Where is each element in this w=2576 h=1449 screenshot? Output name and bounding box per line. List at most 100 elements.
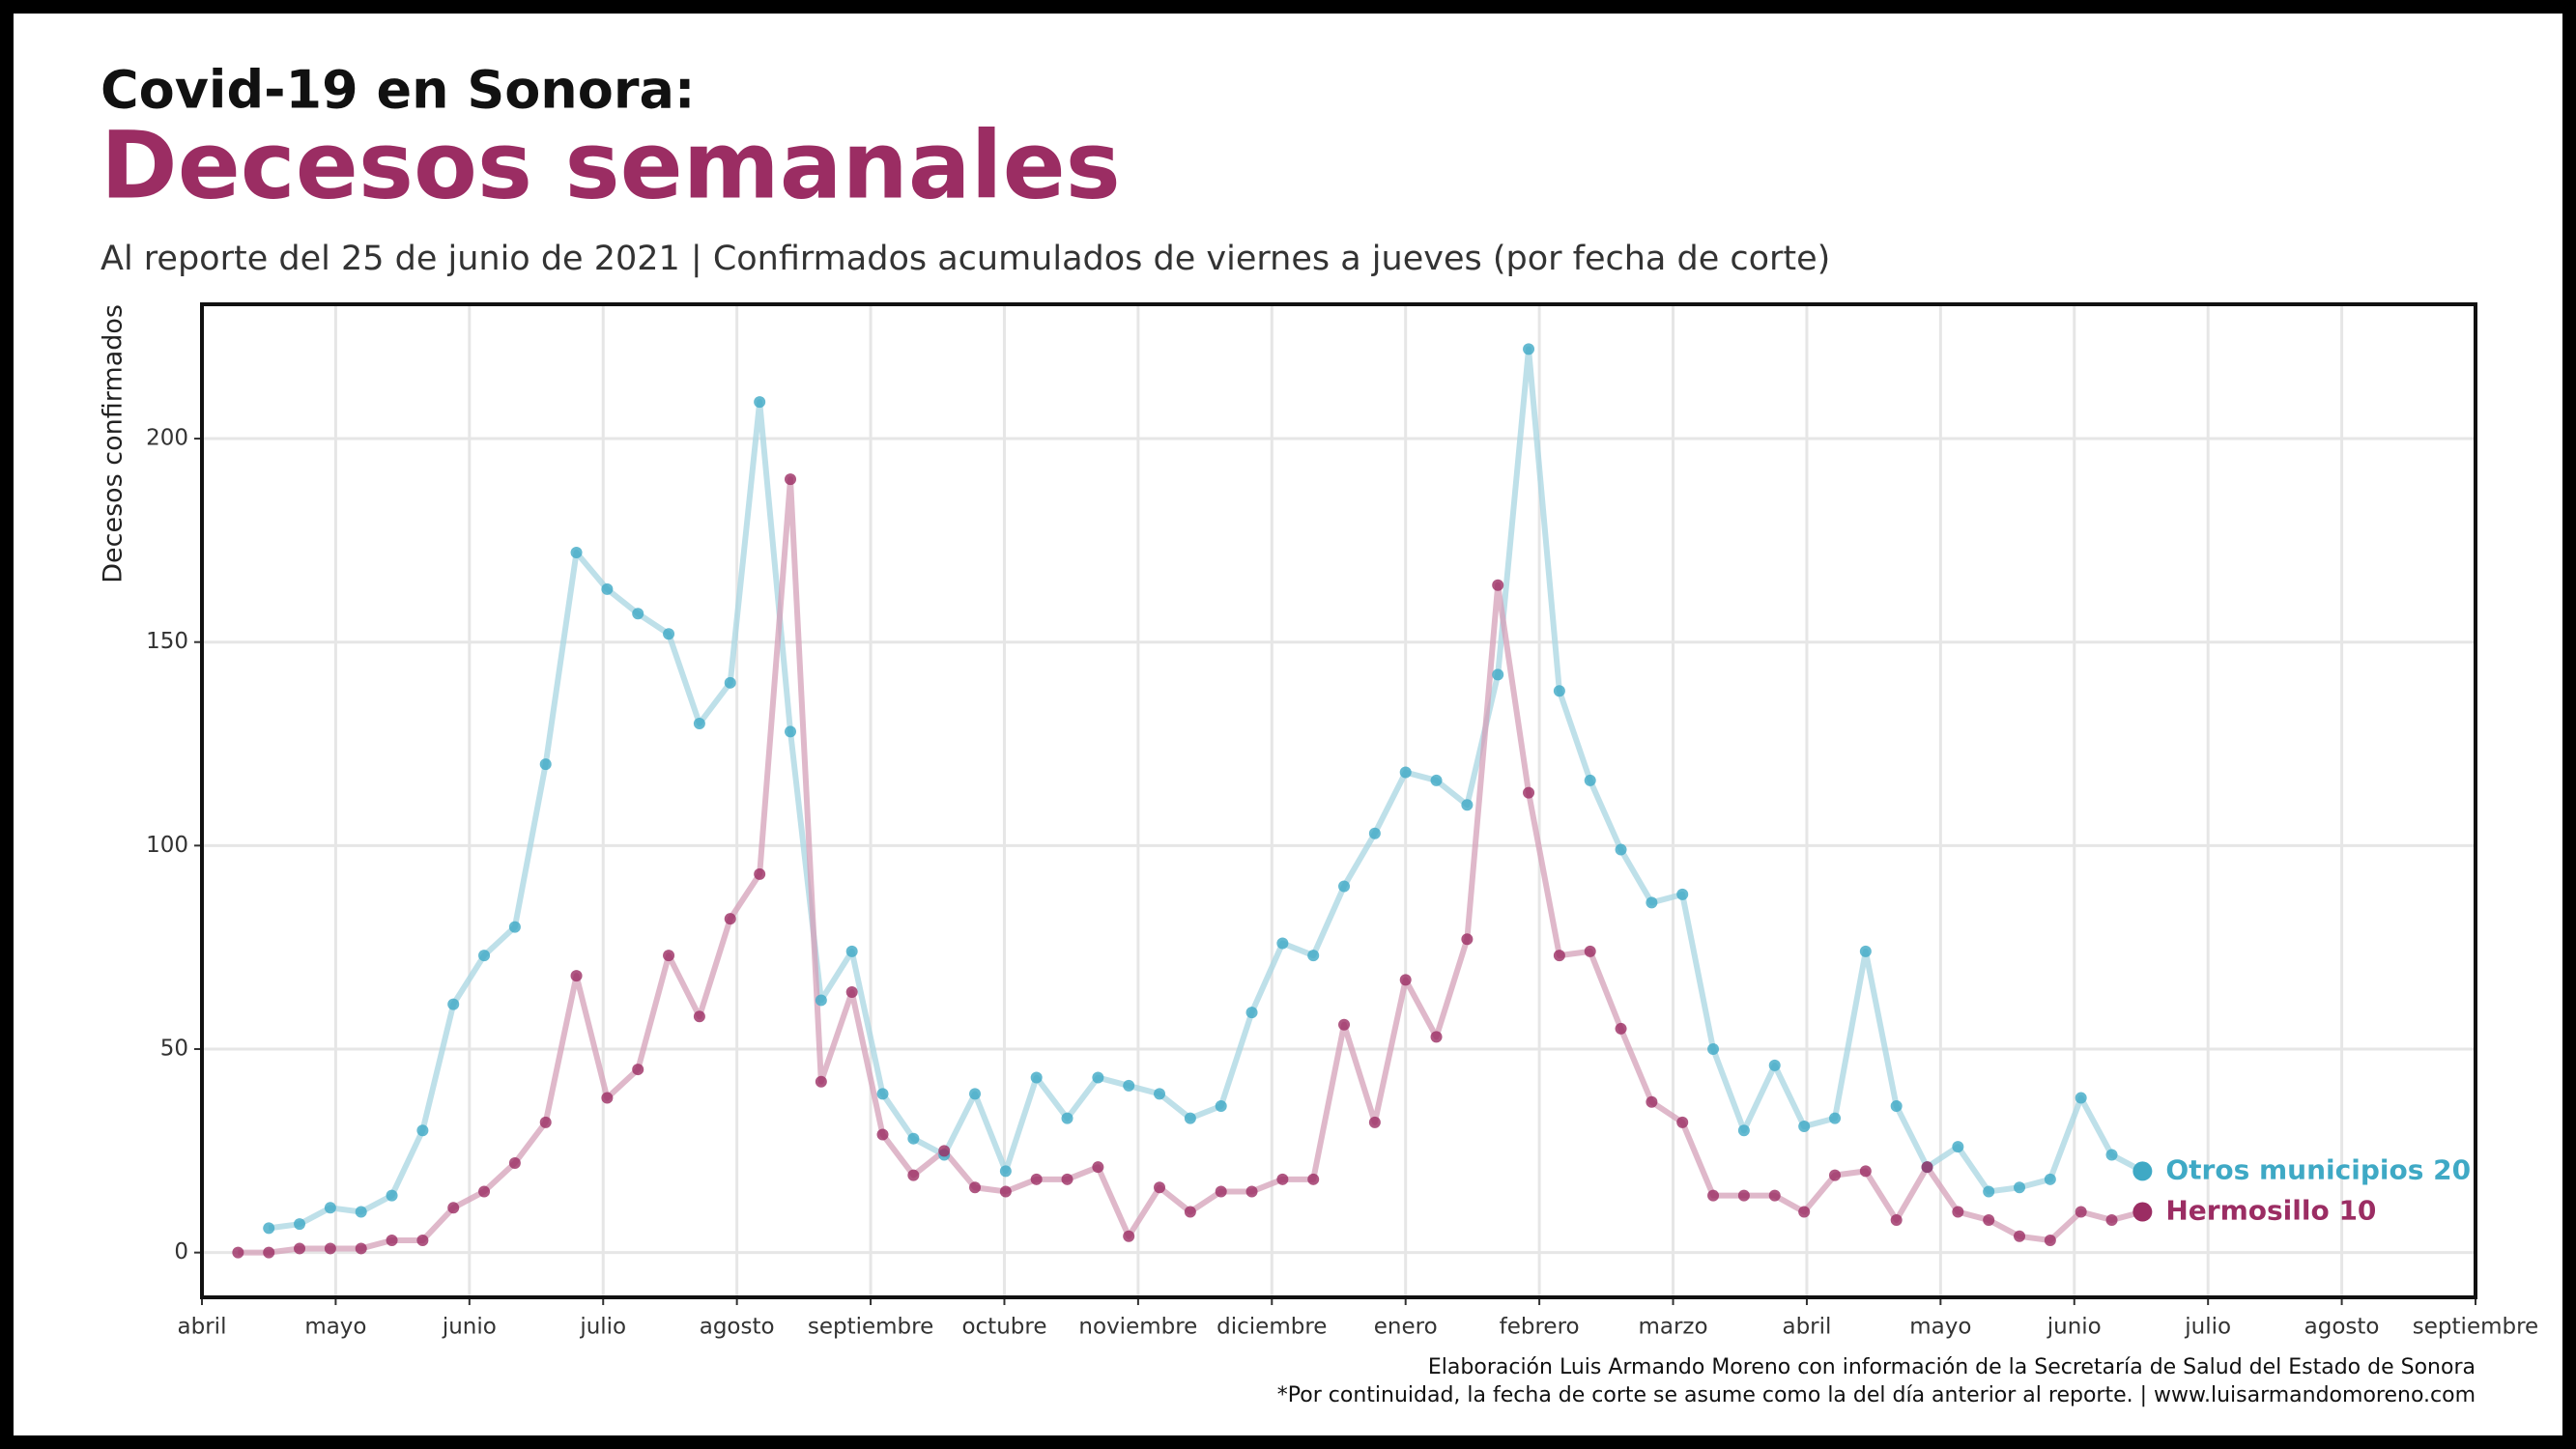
data-point — [1646, 896, 1658, 909]
data-point — [1461, 799, 1474, 811]
data-point — [2075, 1092, 2087, 1104]
data-point — [693, 1010, 705, 1023]
data-point — [1399, 766, 1412, 779]
data-point — [876, 1088, 889, 1100]
legend-value: 10 — [2338, 1195, 2376, 1227]
data-point — [632, 608, 644, 620]
data-point — [1707, 1043, 1720, 1055]
data-point — [508, 1156, 521, 1169]
data-point — [1798, 1206, 1811, 1218]
data-point — [1768, 1059, 1781, 1071]
x-tick-label: junio — [442, 1315, 497, 1340]
data-point — [1859, 945, 1872, 957]
data-point — [1584, 945, 1596, 957]
data-point — [294, 1242, 306, 1255]
data-point — [1030, 1173, 1043, 1185]
data-point — [2105, 1213, 2118, 1226]
data-point — [2075, 1206, 2087, 1218]
data-point — [324, 1202, 336, 1214]
plot-frame — [200, 302, 2477, 1299]
data-point — [1092, 1071, 1104, 1084]
chart-subtitle-main: Decesos semanales — [100, 111, 1121, 219]
data-point — [1646, 1095, 1658, 1108]
data-point — [1368, 827, 1381, 839]
data-point — [1829, 1112, 1842, 1124]
x-tick-label: agosto — [2304, 1315, 2380, 1340]
data-point — [999, 1185, 1012, 1198]
data-point — [969, 1088, 982, 1100]
data-point — [2044, 1235, 2056, 1247]
data-point — [785, 473, 797, 486]
data-point — [416, 1235, 429, 1247]
data-point — [1430, 774, 1443, 786]
x-tick-label: enero — [1374, 1315, 1438, 1340]
data-point — [1859, 1165, 1872, 1178]
data-point — [1461, 933, 1474, 946]
x-tick-label: mayo — [1909, 1315, 1971, 1340]
data-point — [1676, 888, 1689, 900]
data-point — [1952, 1141, 1964, 1153]
data-point — [1676, 1116, 1689, 1128]
data-point — [324, 1242, 336, 1255]
data-point — [845, 986, 858, 999]
data-point — [907, 1169, 920, 1181]
data-point — [1430, 1031, 1443, 1043]
data-point — [724, 913, 736, 925]
data-point — [1737, 1124, 1750, 1137]
data-point — [2044, 1173, 2056, 1185]
data-point — [539, 1116, 552, 1128]
label-dot — [2132, 1202, 2153, 1222]
x-tick-label: junio — [2046, 1315, 2102, 1340]
x-tick-label: julio — [579, 1315, 626, 1340]
x-tick-label: septiembre — [2413, 1315, 2538, 1340]
data-point — [876, 1128, 889, 1141]
data-point — [1307, 1173, 1320, 1185]
x-tick-label: diciembre — [1216, 1315, 1327, 1340]
label-dot — [2132, 1161, 2153, 1181]
y-tick-label: 150 — [146, 629, 188, 654]
data-point — [1523, 343, 1535, 355]
y-tick-label: 200 — [146, 426, 188, 451]
y-tick-label: 50 — [160, 1037, 188, 1062]
data-point — [508, 921, 521, 933]
data-point — [907, 1132, 920, 1145]
data-point — [1829, 1169, 1842, 1181]
data-point — [355, 1206, 367, 1218]
data-point — [1890, 1099, 1903, 1112]
data-point — [1492, 668, 1504, 681]
data-point — [478, 950, 491, 962]
data-point — [1615, 843, 1627, 856]
data-point — [386, 1189, 398, 1202]
data-point — [2014, 1181, 2026, 1194]
data-point — [632, 1064, 644, 1076]
data-point — [447, 1202, 460, 1214]
data-point — [663, 950, 675, 962]
data-point — [1584, 774, 1596, 786]
data-point — [1492, 579, 1504, 591]
data-point — [1092, 1161, 1104, 1174]
background — [14, 14, 2562, 1435]
x-tick-label: octubre — [961, 1315, 1046, 1340]
data-point — [1952, 1206, 1964, 1218]
data-point — [724, 676, 736, 689]
data-point — [1707, 1189, 1720, 1202]
data-point — [1154, 1088, 1166, 1100]
data-point — [1737, 1189, 1750, 1202]
data-point — [2014, 1230, 2026, 1242]
data-point — [1798, 1121, 1811, 1133]
data-point — [1245, 1007, 1258, 1019]
y-tick-label: 100 — [146, 833, 188, 858]
data-point — [601, 582, 614, 595]
data-point — [1276, 1173, 1289, 1185]
data-point — [1307, 950, 1320, 962]
x-tick-label: abril — [178, 1315, 227, 1340]
data-point — [263, 1222, 275, 1235]
data-point — [1245, 1185, 1258, 1198]
data-point — [1553, 685, 1565, 697]
data-point — [570, 970, 583, 982]
data-point — [1215, 1185, 1227, 1198]
data-point — [1061, 1112, 1073, 1124]
data-point — [2105, 1149, 2118, 1161]
data-point — [1215, 1099, 1227, 1112]
